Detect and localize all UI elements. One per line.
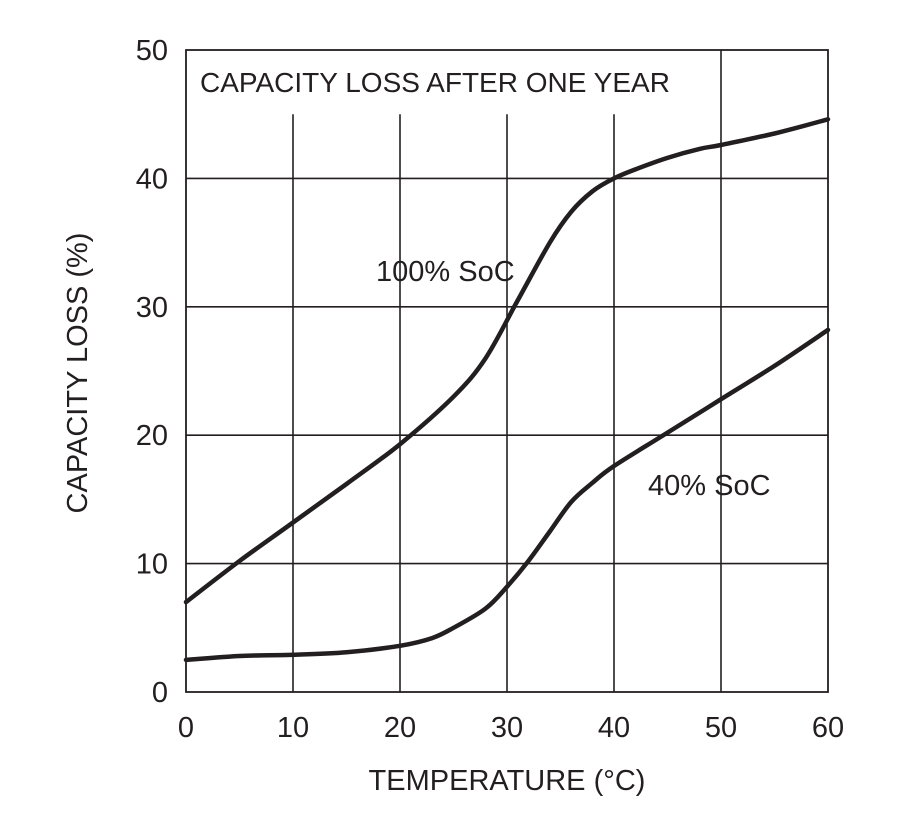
plot-frame bbox=[185, 49, 829, 693]
label-layer: CAPACITY LOSS AFTER ONE YEAR 100% SoC 40… bbox=[62, 67, 771, 797]
y-tick-label-20: 20 bbox=[136, 420, 168, 452]
x-tick-label-10: 10 bbox=[277, 712, 309, 744]
x-tick-label-50: 50 bbox=[705, 712, 737, 744]
series-layer bbox=[183, 117, 831, 663]
x-tick-label-40: 40 bbox=[598, 712, 630, 744]
x-tick-label-30: 30 bbox=[491, 712, 523, 744]
series-line-40-soc bbox=[183, 327, 831, 663]
series-label-40-soc: 40% SoC bbox=[648, 470, 771, 502]
y-tick-label-40: 40 bbox=[136, 163, 168, 195]
y-tick-label-0: 0 bbox=[152, 677, 168, 709]
series-label-100-soc: 100% SoC bbox=[376, 256, 515, 288]
tick-layer: 0 10 20 30 40 50 60 0 10 20 30 40 50 bbox=[136, 35, 844, 744]
y-axis-title: CAPACITY LOSS (%) bbox=[62, 233, 94, 514]
x-tick-label-60: 60 bbox=[812, 712, 844, 744]
series-line-100-soc bbox=[183, 117, 831, 605]
x-tick-label-0: 0 bbox=[178, 712, 194, 744]
y-tick-label-10: 10 bbox=[136, 549, 168, 581]
x-tick-label-20: 20 bbox=[384, 712, 416, 744]
grid-layer bbox=[185, 49, 829, 693]
chart-title: CAPACITY LOSS AFTER ONE YEAR bbox=[200, 67, 670, 98]
y-tick-label-30: 30 bbox=[136, 292, 168, 324]
x-axis-title: TEMPERATURE (°C) bbox=[369, 765, 646, 797]
y-tick-label-50: 50 bbox=[136, 35, 168, 67]
